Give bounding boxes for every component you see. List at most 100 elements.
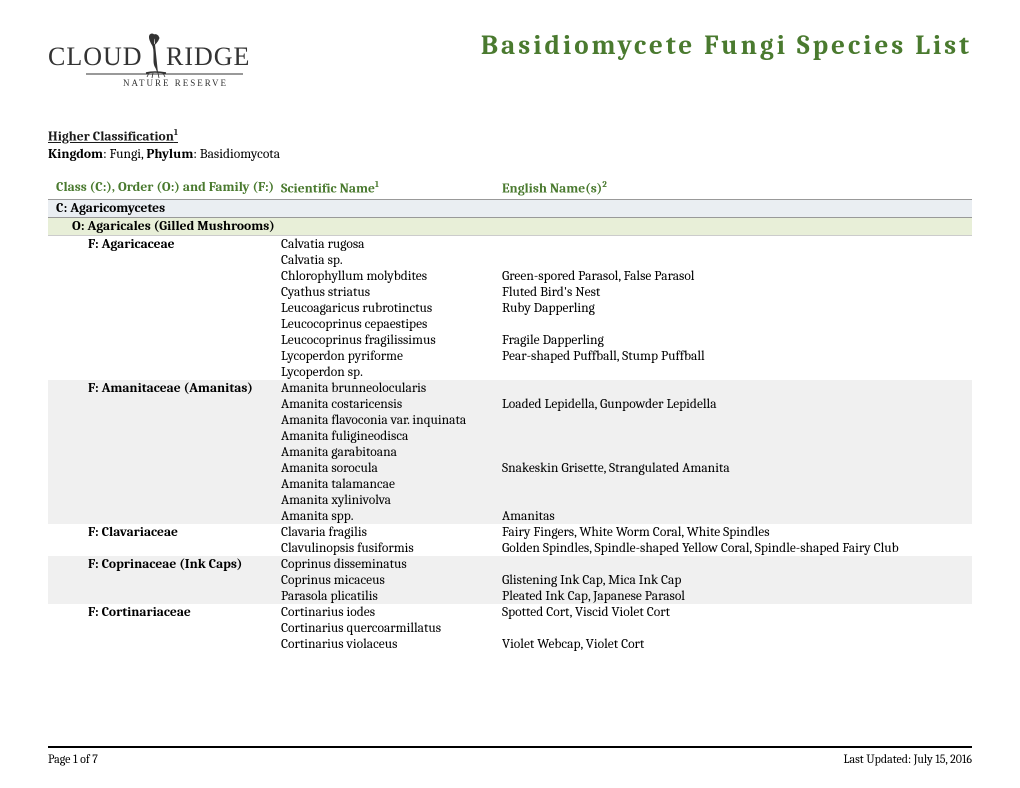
family-cell: [48, 541, 281, 556]
family-group: F: Amanitaceae (Amanitas)Amanita brunneo…: [48, 380, 972, 524]
scientific-name-cell: Amanita brunneolocularis: [281, 381, 502, 396]
english-name-cell: Pleated Ink Cap, Japanese Parasol: [502, 589, 972, 604]
col-header-english: English Name(s)2: [502, 180, 972, 197]
species-row: F: AgaricaceaeCalvatia rugosa: [48, 236, 972, 252]
scientific-name-cell: Cyathus striatus: [281, 285, 502, 300]
species-row: Amanita talamancae: [48, 476, 972, 492]
species-row: Amanita soroculaSnakeskin Grisette, Stra…: [48, 460, 972, 476]
svg-text:RIDGE: RIDGE: [166, 42, 250, 71]
scientific-name-cell: Clavulinopsis fusiformis: [281, 541, 502, 556]
english-name-cell: Loaded Lepidella, Gunpowder Lepidella: [502, 397, 972, 412]
cloudbridge-logo-icon: CLOUD RIDGE NATURE RESERVE: [48, 30, 268, 100]
species-row: Chlorophyllum molybditesGreen-spored Par…: [48, 268, 972, 284]
header: CLOUD RIDGE NATURE RESERVE Basidiomycete…: [48, 30, 972, 104]
scientific-name-cell: Amanita sorocula: [281, 461, 502, 476]
family-cell: [48, 349, 281, 364]
scientific-name-cell: Leucocoprinus cepaestipes: [281, 317, 502, 332]
scientific-name-cell: Amanita talamancae: [281, 477, 502, 492]
family-group: F: Coprinaceae (Ink Caps)Coprinus dissem…: [48, 556, 972, 604]
family-cell: [48, 589, 281, 604]
col-header-scientific: Scientific Name1: [281, 180, 502, 197]
english-name-cell: [502, 445, 972, 460]
english-name-cell: Snakeskin Grisette, Strangulated Amanita: [502, 461, 972, 476]
classification-section: Higher Classification1 Kingdom: Fungi, P…: [48, 128, 972, 162]
family-cell: [48, 317, 281, 332]
species-row: Leucocoprinus cepaestipes: [48, 316, 972, 332]
svg-text:NATURE RESERVE: NATURE RESERVE: [123, 78, 228, 88]
family-cell: [48, 477, 281, 492]
species-row: Amanita garabitoana: [48, 444, 972, 460]
english-name-cell: Green-spored Parasol, False Parasol: [502, 269, 972, 284]
col-header-family: Class (C:), Order (O:) and Family (F:): [48, 180, 281, 197]
scientific-name-cell: Cortinarius violaceus: [281, 637, 502, 652]
species-row: Amanita flavoconia var. inquinata: [48, 412, 972, 428]
scientific-name-cell: Lycoperdon sp.: [281, 365, 502, 380]
scientific-name-cell: Calvatia sp.: [281, 253, 502, 268]
species-row: F: Coprinaceae (Ink Caps)Coprinus dissem…: [48, 556, 972, 572]
english-name-cell: Fragile Dapperling: [502, 333, 972, 348]
english-name-cell: Glistening Ink Cap, Mica Ink Cap: [502, 573, 972, 588]
family-cell: [48, 397, 281, 412]
classification-line: Kingdom: Fungi, Phylum: Basidiomycota: [48, 147, 972, 162]
english-name-cell: [502, 557, 972, 572]
order-row: O: Agaricales (Gilled Mushrooms): [48, 218, 972, 236]
scientific-name-cell: Chlorophyllum molybdites: [281, 269, 502, 284]
family-cell: [48, 333, 281, 348]
species-row: F: Amanitaceae (Amanitas)Amanita brunneo…: [48, 380, 972, 396]
scientific-name-cell: Amanita spp.: [281, 509, 502, 524]
scientific-name-cell: Clavaria fragilis: [281, 525, 502, 540]
english-name-cell: Spotted Cort, Viscid Violet Cort: [502, 605, 972, 620]
table-header: Class (C:), Order (O:) and Family (F:) S…: [48, 180, 972, 201]
english-name-cell: Fairy Fingers, White Worm Coral, White S…: [502, 525, 972, 540]
classification-header: Higher Classification1: [48, 128, 972, 145]
family-cell: [48, 445, 281, 460]
english-name-cell: [502, 493, 972, 508]
logo: CLOUD RIDGE NATURE RESERVE: [48, 30, 268, 104]
family-cell: F: Coprinaceae (Ink Caps): [48, 557, 281, 572]
english-name-cell: Golden Spindles, Spindle-shaped Yellow C…: [502, 541, 972, 556]
class-row: C: Agaricomycetes: [48, 200, 972, 218]
species-row: F: ClavariaceaeClavaria fragilisFairy Fi…: [48, 524, 972, 540]
species-row: Lycoperdon sp.: [48, 364, 972, 380]
family-cell: [48, 285, 281, 300]
species-row: Amanita spp.Amanitas: [48, 508, 972, 524]
scientific-name-cell: Cortinarius quercoarmillatus: [281, 621, 502, 636]
family-group: F: AgaricaceaeCalvatia rugosaCalvatia sp…: [48, 236, 972, 380]
english-name-cell: [502, 381, 972, 396]
scientific-name-cell: Cortinarius iodes: [281, 605, 502, 620]
family-cell: F: Cortinariaceae: [48, 605, 281, 620]
family-cell: [48, 573, 281, 588]
family-cell: F: Agaricaceae: [48, 237, 281, 252]
family-group: F: CortinariaceaeCortinarius iodesSpotte…: [48, 604, 972, 652]
family-cell: F: Clavariaceae: [48, 525, 281, 540]
family-cell: [48, 461, 281, 476]
page-title: Basidiomycete Fungi Species List: [481, 30, 972, 61]
family-group: F: ClavariaceaeClavaria fragilisFairy Fi…: [48, 524, 972, 556]
scientific-name-cell: Amanita flavoconia var. inquinata: [281, 413, 502, 428]
species-row: Cortinarius quercoarmillatus: [48, 620, 972, 636]
english-name-cell: [502, 365, 972, 380]
scientific-name-cell: Leucoagaricus rubrotinctus: [281, 301, 502, 316]
scientific-name-cell: Amanita garabitoana: [281, 445, 502, 460]
scientific-name-cell: Coprinus micaceus: [281, 573, 502, 588]
family-cell: [48, 429, 281, 444]
family-cell: [48, 493, 281, 508]
species-row: Cyathus striatusFluted Bird's Nest: [48, 284, 972, 300]
family-cell: F: Amanitaceae (Amanitas): [48, 381, 281, 396]
english-name-cell: [502, 477, 972, 492]
last-updated: Last Updated: July 15, 2016: [843, 752, 972, 766]
species-row: Parasola plicatilisPleated Ink Cap, Japa…: [48, 588, 972, 604]
species-row: Leucoagaricus rubrotinctusRuby Dapperlin…: [48, 300, 972, 316]
species-row: Cortinarius violaceusViolet Webcap, Viol…: [48, 636, 972, 652]
families-container: F: AgaricaceaeCalvatia rugosaCalvatia sp…: [48, 236, 972, 652]
english-name-cell: Amanitas: [502, 509, 972, 524]
family-cell: [48, 253, 281, 268]
english-name-cell: [502, 237, 972, 252]
family-cell: [48, 413, 281, 428]
species-row: Leucocoprinus fragilissimusFragile Dappe…: [48, 332, 972, 348]
english-name-cell: Violet Webcap, Violet Cort: [502, 637, 972, 652]
species-row: Calvatia sp.: [48, 252, 972, 268]
species-row: Amanita xylinivolva: [48, 492, 972, 508]
footer: Page 1 of 7 Last Updated: July 15, 2016: [48, 746, 972, 766]
english-name-cell: [502, 317, 972, 332]
